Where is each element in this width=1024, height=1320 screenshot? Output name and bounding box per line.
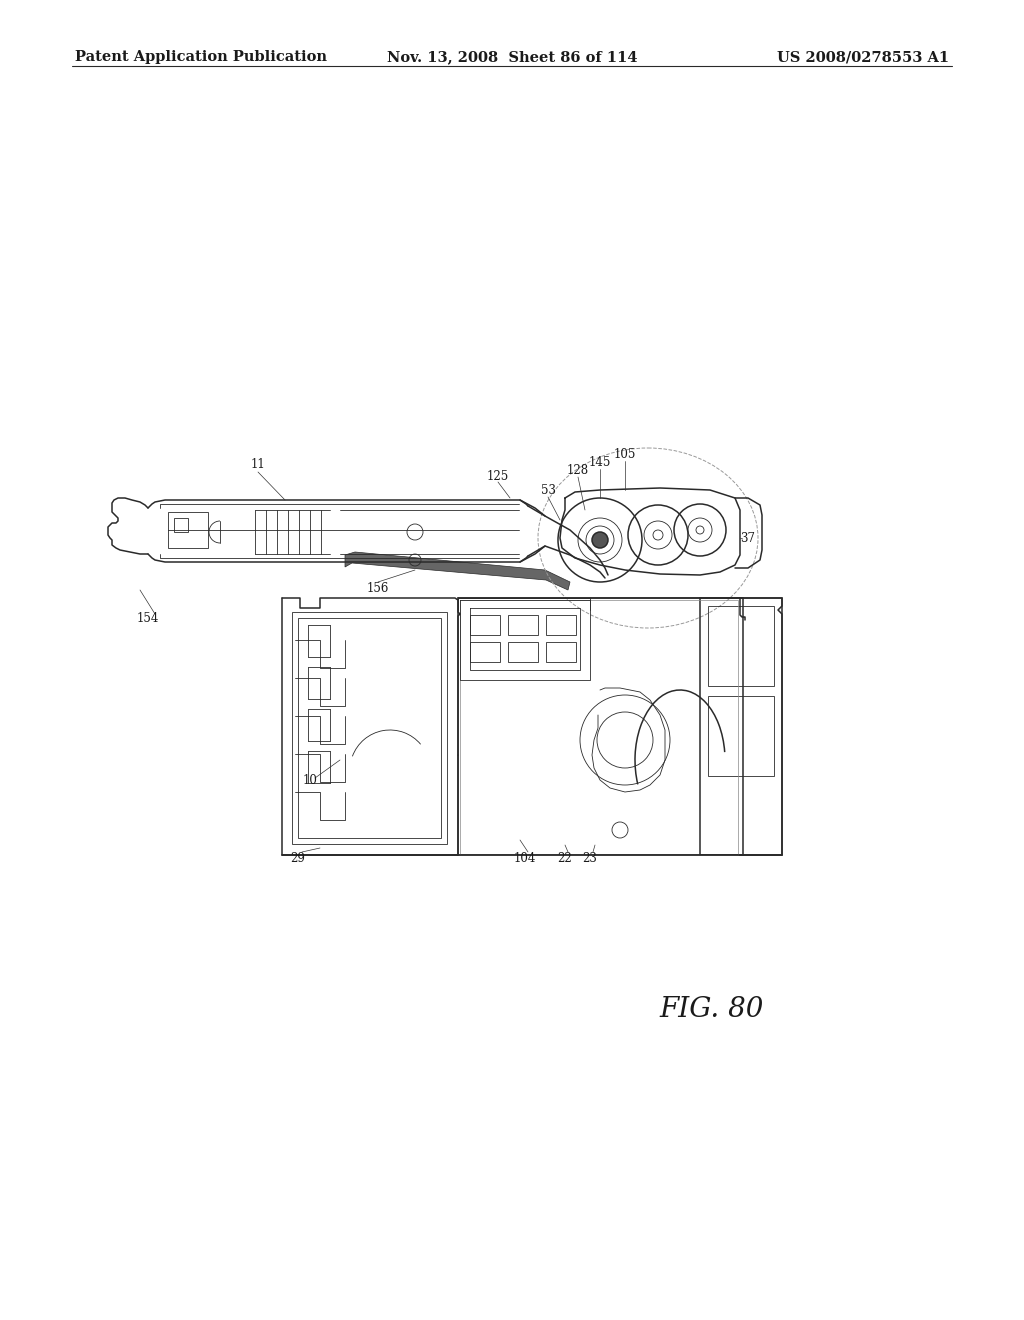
Text: 104: 104 <box>514 851 537 865</box>
Text: 22: 22 <box>558 851 572 865</box>
Bar <box>470 615 500 635</box>
Bar <box>708 696 774 776</box>
Text: 29: 29 <box>291 851 305 865</box>
Bar <box>546 615 575 635</box>
Text: 53: 53 <box>541 483 555 496</box>
Bar <box>292 612 447 843</box>
Text: 145: 145 <box>589 455 611 469</box>
Text: 156: 156 <box>367 582 389 594</box>
Text: 105: 105 <box>613 447 636 461</box>
Bar <box>174 517 188 532</box>
Bar <box>508 642 538 663</box>
Bar <box>460 601 738 855</box>
Text: 154: 154 <box>137 611 159 624</box>
Polygon shape <box>345 552 570 590</box>
Text: Nov. 13, 2008  Sheet 86 of 114: Nov. 13, 2008 Sheet 86 of 114 <box>387 50 637 65</box>
Bar <box>298 618 441 838</box>
Bar <box>458 598 743 855</box>
Text: 11: 11 <box>251 458 265 471</box>
Bar <box>708 606 774 686</box>
Text: 37: 37 <box>740 532 756 544</box>
Text: US 2008/0278553 A1: US 2008/0278553 A1 <box>777 50 949 65</box>
Bar <box>546 642 575 663</box>
Text: FIG. 80: FIG. 80 <box>659 997 764 1023</box>
Bar <box>168 512 208 548</box>
Text: Patent Application Publication: Patent Application Publication <box>75 50 327 65</box>
Bar <box>470 642 500 663</box>
Text: 23: 23 <box>583 851 597 865</box>
Text: 125: 125 <box>486 470 509 483</box>
Bar <box>700 598 782 855</box>
Text: 10: 10 <box>302 774 317 787</box>
Text: 128: 128 <box>567 463 589 477</box>
Circle shape <box>592 532 608 548</box>
Bar <box>508 615 538 635</box>
